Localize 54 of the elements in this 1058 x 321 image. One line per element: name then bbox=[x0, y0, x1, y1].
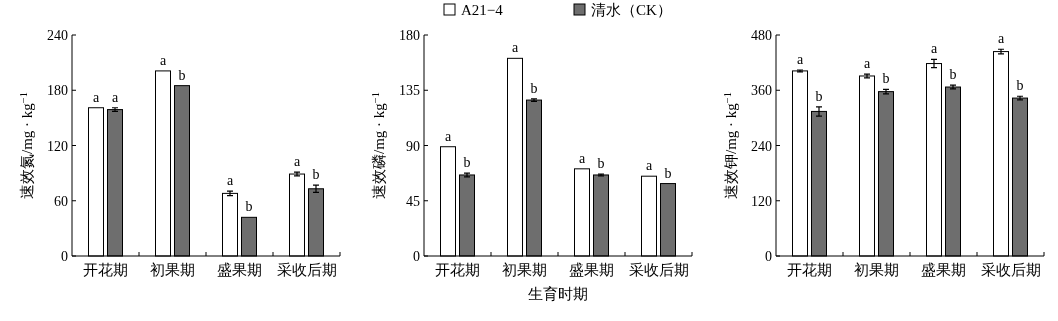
x-tick-label: 开花期 bbox=[787, 262, 832, 278]
y-tick-label: 480 bbox=[751, 28, 772, 43]
data-label: b bbox=[530, 80, 538, 96]
data-label: b bbox=[597, 156, 605, 172]
x-tick-label: 采收后期 bbox=[980, 262, 1041, 278]
y-tick-label: 0 bbox=[61, 249, 68, 264]
data-label: b bbox=[815, 88, 823, 104]
x-tick-label: 盛果期 bbox=[217, 262, 262, 278]
data-label: a bbox=[444, 128, 452, 144]
y-tick-label: 180 bbox=[47, 83, 68, 99]
y-tick-label: 240 bbox=[47, 28, 68, 43]
data-label: b bbox=[178, 67, 186, 83]
data-label: a bbox=[863, 56, 871, 72]
x-tick-label: 开花期 bbox=[83, 262, 128, 278]
x-tick-label: 初果期 bbox=[502, 262, 547, 278]
data-label: a bbox=[511, 40, 519, 56]
data-label: b bbox=[949, 67, 957, 83]
x-tick-label: 初果期 bbox=[854, 262, 899, 278]
data-label: a bbox=[645, 158, 653, 174]
x-tick-label: 初果期 bbox=[150, 262, 195, 278]
data-label: a bbox=[111, 89, 119, 105]
data-label: b bbox=[1016, 78, 1024, 94]
data-label: a bbox=[293, 154, 301, 170]
y-tick-label: 135 bbox=[399, 83, 420, 99]
x-tick-label: 盛果期 bbox=[921, 262, 966, 278]
y-tick-label: 180 bbox=[399, 28, 420, 43]
y-tick-label: 60 bbox=[54, 193, 68, 209]
y-tick-label: 120 bbox=[751, 193, 772, 209]
data-label: a bbox=[997, 31, 1005, 47]
data-label: b bbox=[312, 167, 320, 183]
y-tick-label: 120 bbox=[47, 138, 68, 154]
x-tick-label: 采收后期 bbox=[628, 262, 689, 278]
x-tick-label: 采收后期 bbox=[276, 262, 337, 278]
legend-label: A21−4 bbox=[461, 2, 504, 18]
x-tick-label: 盛果期 bbox=[569, 262, 614, 278]
data-label: b bbox=[463, 155, 471, 171]
data-label: b bbox=[664, 165, 672, 181]
legend-label: 清水（CK） bbox=[591, 2, 672, 18]
x-tick-label: 开花期 bbox=[435, 262, 480, 278]
y-tick-label: 240 bbox=[751, 138, 772, 154]
y-tick-label: 0 bbox=[765, 249, 772, 264]
data-label: a bbox=[159, 52, 167, 68]
data-label: a bbox=[92, 89, 100, 105]
data-label: a bbox=[226, 173, 234, 189]
y-tick-label: 360 bbox=[751, 83, 772, 99]
x-axis-title: 生育时期 bbox=[528, 286, 588, 302]
data-label: a bbox=[930, 41, 938, 57]
data-label: b bbox=[882, 71, 890, 87]
y-tick-label: 90 bbox=[406, 138, 420, 154]
data-label: a bbox=[796, 51, 804, 67]
y-tick-label: 0 bbox=[413, 249, 420, 264]
y-tick-label: 45 bbox=[406, 193, 420, 209]
data-label: b bbox=[245, 199, 253, 215]
data-label: a bbox=[578, 150, 586, 166]
